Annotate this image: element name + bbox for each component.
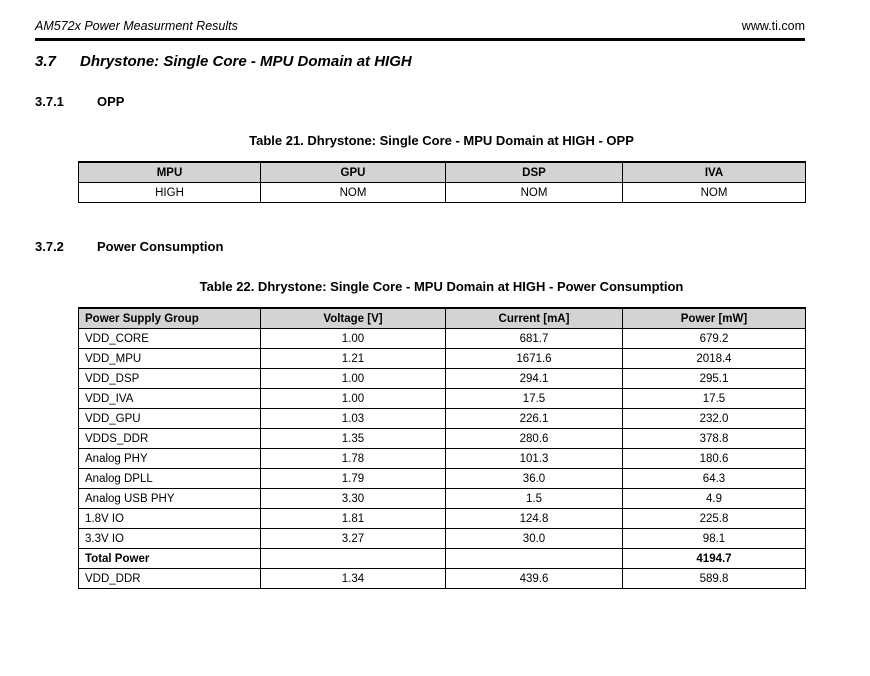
table-row-total-power: Total Power 4194.7	[78, 548, 806, 569]
cell-current	[445, 548, 623, 569]
cell-current: 681.7	[445, 328, 623, 349]
cell-gpu-opp: NOM	[260, 182, 446, 203]
table-row-vdd-ddr: VDD_DDR 1.34 439.6 589.8	[78, 568, 806, 589]
cell-voltage	[260, 548, 446, 569]
cell-power: 17.5	[622, 388, 806, 409]
table-header-row: Power Supply Group Voltage [V] Current […	[78, 307, 806, 329]
table22-caption: Table 22. Dhrystone: Single Core - MPU D…	[199, 279, 684, 294]
cell-power: 232.0	[622, 408, 806, 429]
cell-voltage: 3.27	[260, 528, 446, 549]
column-header-supply-group: Power Supply Group	[78, 307, 261, 329]
table-row-analog-dpll: Analog DPLL 1.79 36.0 64.3	[78, 468, 806, 489]
table-row-vdd-dsp: VDD_DSP 1.00 294.1 295.1	[78, 368, 806, 389]
section-title: Power Consumption	[97, 239, 224, 254]
cell-supply: 1.8V IO	[78, 508, 261, 529]
table-row: HIGH NOM NOM NOM	[78, 182, 806, 203]
cell-voltage: 1.00	[260, 328, 446, 349]
cell-voltage: 1.34	[260, 568, 446, 589]
cell-supply: 3.3V IO	[78, 528, 261, 549]
section-title: OPP	[97, 94, 125, 109]
cell-supply: Analog DPLL	[78, 468, 261, 489]
cell-voltage: 3.30	[260, 488, 446, 509]
cell-current: 101.3	[445, 448, 623, 469]
doc-title: AM572x Power Measurment Results	[35, 19, 238, 33]
cell-supply: VDD_DSP	[78, 368, 261, 389]
cell-power: 180.6	[622, 448, 806, 469]
column-header-current: Current [mA]	[445, 307, 623, 329]
table-header-row: MPU GPU DSP IVA	[78, 161, 806, 183]
cell-supply: VDD_GPU	[78, 408, 261, 429]
section-heading-3-7-1: 3.7.1 OPP	[35, 94, 805, 109]
cell-voltage: 1.81	[260, 508, 446, 529]
cell-power: 589.8	[622, 568, 806, 589]
power-consumption-table: Power Supply Group Voltage [V] Current […	[78, 307, 806, 589]
cell-current: 280.6	[445, 428, 623, 449]
cell-voltage: 1.35	[260, 428, 446, 449]
cell-current: 17.5	[445, 388, 623, 409]
table-row-vdd-iva: VDD_IVA 1.00 17.5 17.5	[78, 388, 806, 409]
cell-power: 64.3	[622, 468, 806, 489]
cell-mpu-opp: HIGH	[78, 182, 261, 203]
table-row-analog-usb-phy: Analog USB PHY 3.30 1.5 4.9	[78, 488, 806, 509]
section-number: 3.7	[35, 53, 56, 70]
cell-power: 4194.7	[622, 548, 806, 569]
ti-website-link[interactable]: www.ti.com	[741, 19, 805, 33]
cell-supply: VDD_IVA	[78, 388, 261, 409]
cell-voltage: 1.21	[260, 348, 446, 369]
section-title: Dhrystone: Single Core - MPU Domain at H…	[80, 53, 412, 70]
cell-current: 30.0	[445, 528, 623, 549]
table21-caption: Table 21. Dhrystone: Single Core - MPU D…	[249, 133, 634, 148]
cell-supply: VDD_DDR	[78, 568, 261, 589]
cell-power: 98.1	[622, 528, 806, 549]
header-rule	[35, 38, 805, 41]
document-header: AM572x Power Measurment Results www.ti.c…	[35, 19, 805, 33]
table-row-analog-phy: Analog PHY 1.78 101.3 180.6	[78, 448, 806, 469]
cell-supply: VDD_MPU	[78, 348, 261, 369]
cell-voltage: 1.00	[260, 388, 446, 409]
cell-power: 4.9	[622, 488, 806, 509]
cell-power: 679.2	[622, 328, 806, 349]
table-row-3v3-io: 3.3V IO 3.27 30.0 98.1	[78, 528, 806, 549]
column-header-power: Power [mW]	[622, 307, 806, 329]
cell-power: 378.8	[622, 428, 806, 449]
opp-table: MPU GPU DSP IVA HIGH NOM NOM NOM	[78, 161, 806, 203]
cell-power: 225.8	[622, 508, 806, 529]
cell-supply: Analog PHY	[78, 448, 261, 469]
cell-supply: Analog USB PHY	[78, 488, 261, 509]
column-header-iva: IVA	[622, 161, 806, 183]
section-heading-3-7-2: 3.7.2 Power Consumption	[35, 239, 805, 254]
section-number: 3.7.2	[35, 239, 64, 254]
section-heading-3-7: 3.7 Dhrystone: Single Core - MPU Domain …	[35, 53, 805, 70]
table-row-vdd-core: VDD_CORE 1.00 681.7 679.2	[78, 328, 806, 349]
column-header-voltage: Voltage [V]	[260, 307, 446, 329]
cell-voltage: 1.03	[260, 408, 446, 429]
section-number: 3.7.1	[35, 94, 64, 109]
cell-power: 295.1	[622, 368, 806, 389]
cell-supply: VDD_CORE	[78, 328, 261, 349]
cell-voltage: 1.78	[260, 448, 446, 469]
cell-current: 1.5	[445, 488, 623, 509]
cell-current: 439.6	[445, 568, 623, 589]
table-row-vdds-ddr: VDDS_DDR 1.35 280.6 378.8	[78, 428, 806, 449]
cell-supply: Total Power	[78, 548, 261, 569]
table-row-1v8-io: 1.8V IO 1.81 124.8 225.8	[78, 508, 806, 529]
cell-current: 1671.6	[445, 348, 623, 369]
column-header-gpu: GPU	[260, 161, 446, 183]
column-header-dsp: DSP	[445, 161, 623, 183]
cell-current: 294.1	[445, 368, 623, 389]
cell-iva-opp: NOM	[622, 182, 806, 203]
cell-current: 226.1	[445, 408, 623, 429]
cell-voltage: 1.79	[260, 468, 446, 489]
cell-power: 2018.4	[622, 348, 806, 369]
cell-current: 124.8	[445, 508, 623, 529]
cell-current: 36.0	[445, 468, 623, 489]
table-row-vdd-mpu: VDD_MPU 1.21 1671.6 2018.4	[78, 348, 806, 369]
cell-supply: VDDS_DDR	[78, 428, 261, 449]
column-header-mpu: MPU	[78, 161, 261, 183]
table-row-vdd-gpu: VDD_GPU 1.03 226.1 232.0	[78, 408, 806, 429]
cell-voltage: 1.00	[260, 368, 446, 389]
cell-dsp-opp: NOM	[445, 182, 623, 203]
